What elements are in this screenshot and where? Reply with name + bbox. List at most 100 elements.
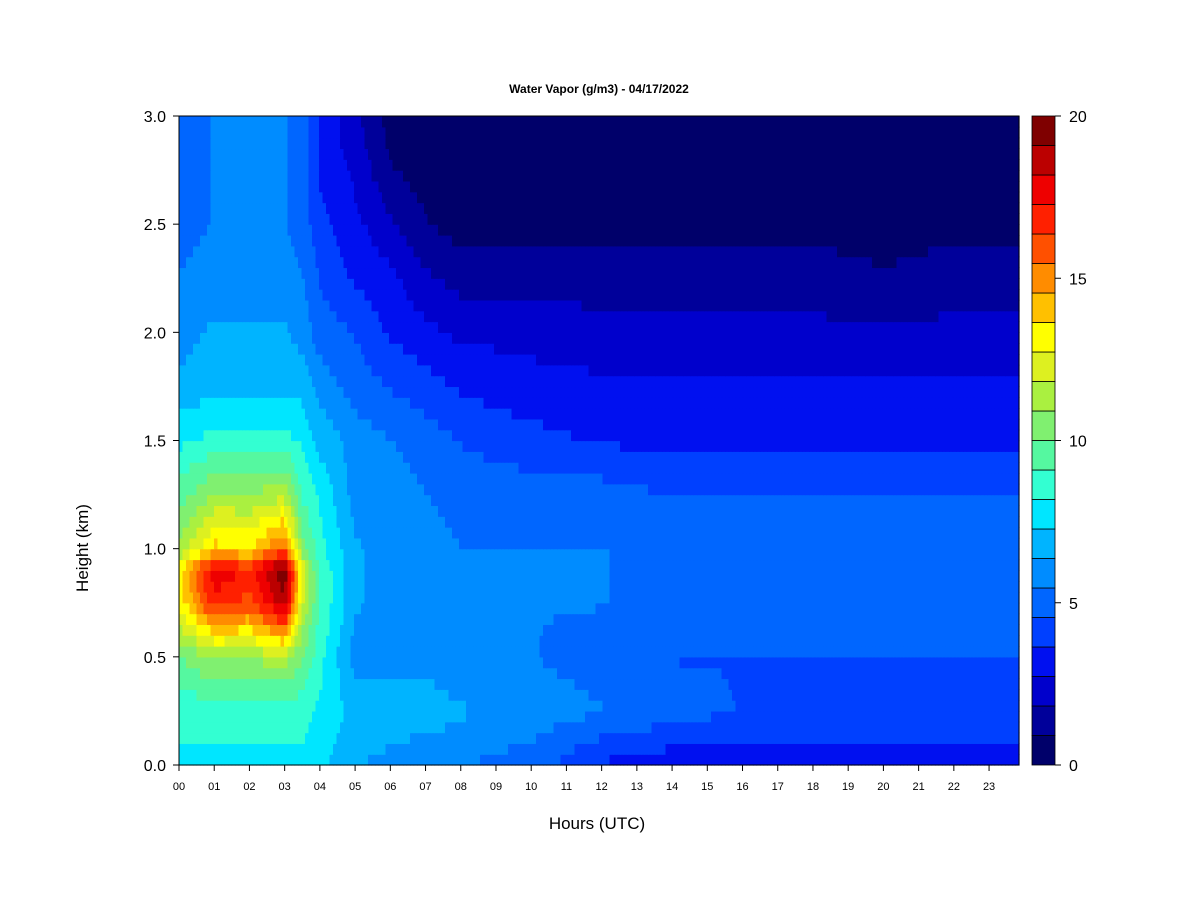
heatmap-cell: [392, 646, 397, 658]
heatmap-cell: [574, 678, 579, 690]
heatmap-cell: [574, 656, 579, 669]
heatmap-cell: [921, 624, 926, 636]
heatmap-cell: [858, 743, 863, 755]
heatmap-cell: [791, 591, 796, 604]
heatmap-cell: [756, 754, 761, 766]
heatmap-cell: [560, 754, 565, 766]
heatmap-cell: [525, 548, 530, 561]
heatmap-cell: [665, 710, 670, 723]
heatmap-cell: [1005, 624, 1010, 636]
heatmap-cell: [214, 689, 219, 701]
heatmap-cell: [399, 678, 404, 690]
heatmap-cell: [756, 570, 761, 582]
heatmap-cell: [539, 635, 544, 647]
heatmap-cell: [368, 613, 373, 625]
heatmap-cell: [543, 754, 548, 766]
heatmap-cell: [672, 559, 677, 571]
heatmap-cell: [595, 591, 600, 604]
heatmap-cell: [473, 581, 478, 593]
heatmap-cell: [644, 700, 649, 712]
heatmap-cell: [910, 613, 915, 625]
heatmap-cell: [1015, 667, 1020, 680]
heatmap-cell: [469, 710, 474, 723]
heatmap-cell: [627, 667, 632, 680]
heatmap-cell: [536, 548, 541, 561]
heatmap-cell: [984, 667, 989, 680]
heatmap-cell: [655, 570, 660, 582]
heatmap-cell: [462, 635, 467, 647]
heatmap-cell: [364, 548, 369, 561]
heatmap-cell: [459, 559, 464, 571]
heatmap-cell: [847, 602, 852, 615]
heatmap-cell: [200, 667, 205, 680]
heatmap-cell: [949, 667, 954, 680]
heatmap-cell: [700, 581, 705, 593]
heatmap-cell: [931, 591, 936, 604]
heatmap-cell: [385, 732, 390, 744]
heatmap-cell: [455, 721, 460, 734]
heatmap-cell: [697, 537, 702, 550]
heatmap-cell: [445, 743, 450, 755]
heatmap-cell: [840, 754, 845, 766]
heatmap-cell: [585, 624, 590, 636]
heatmap-cell: [840, 700, 845, 712]
heatmap-cell: [368, 646, 373, 658]
heatmap-cell: [441, 613, 446, 625]
heatmap-cell: [805, 732, 810, 744]
heatmap-cell: [385, 581, 390, 593]
heatmap-cell: [266, 559, 271, 571]
heatmap-cell: [938, 667, 943, 680]
heatmap-cell: [382, 754, 387, 766]
heatmap-cell: [658, 754, 663, 766]
heatmap-cell: [564, 537, 569, 550]
heatmap-cell: [329, 613, 334, 625]
heatmap-cell: [378, 559, 383, 571]
heatmap-cell: [973, 689, 978, 701]
heatmap-cell: [634, 721, 639, 734]
heatmap-cell: [620, 646, 625, 658]
heatmap-cell: [641, 710, 646, 723]
heatmap-cell: [567, 710, 572, 723]
heatmap-cell: [959, 581, 964, 593]
heatmap-cell: [1001, 667, 1006, 680]
heatmap-cell: [319, 743, 324, 755]
heatmap-cell: [599, 581, 604, 593]
heatmap-cell: [294, 602, 299, 615]
heatmap-cell: [529, 624, 534, 636]
heatmap-cell: [312, 548, 317, 561]
heatmap-cell: [329, 732, 334, 744]
heatmap-cell: [921, 570, 926, 582]
heatmap-cell: [564, 710, 569, 723]
heatmap-cell: [389, 559, 394, 571]
heatmap-cell: [914, 710, 919, 723]
heatmap-cell: [217, 624, 222, 636]
heatmap-cell: [252, 537, 257, 550]
heatmap-cell: [357, 689, 362, 701]
heatmap-cell: [553, 678, 558, 690]
heatmap-cell: [410, 732, 415, 744]
heatmap-cell: [343, 678, 348, 690]
heatmap-cell: [735, 559, 740, 571]
heatmap-cell: [991, 624, 996, 636]
heatmap-cell: [238, 537, 243, 550]
heatmap-cell: [532, 646, 537, 658]
heatmap-cell: [788, 570, 793, 582]
heatmap-cell: [711, 602, 716, 615]
heatmap-cell: [473, 559, 478, 571]
heatmap-cell: [662, 678, 667, 690]
heatmap-cell: [903, 754, 908, 766]
heatmap-cell: [868, 754, 873, 766]
heatmap-cell: [693, 591, 698, 604]
heatmap-cell: [200, 700, 205, 712]
heatmap-cell: [441, 537, 446, 550]
heatmap-cell: [406, 743, 411, 755]
heatmap-cell: [914, 754, 919, 766]
heatmap-cell: [830, 570, 835, 582]
heatmap-cell: [550, 559, 555, 571]
heatmap-cell: [462, 656, 467, 669]
heatmap-cell: [231, 732, 236, 744]
heatmap-cell: [571, 537, 576, 550]
heatmap-cell: [448, 602, 453, 615]
heatmap-cell: [273, 613, 278, 625]
heatmap-cell: [385, 537, 390, 550]
